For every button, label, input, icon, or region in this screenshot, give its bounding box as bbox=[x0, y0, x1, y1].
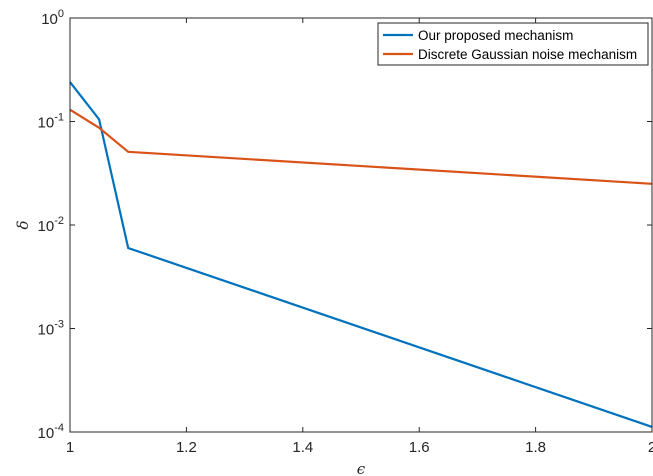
legend-label-1: Our proposed mechanism bbox=[418, 28, 573, 43]
y-tick-base: 10 bbox=[38, 115, 55, 132]
y-tick-exponent: -3 bbox=[54, 319, 64, 331]
y-tick-base: 10 bbox=[41, 11, 58, 28]
x-tick-label: 1.2 bbox=[176, 439, 197, 456]
series-line-2 bbox=[69, 108, 653, 185]
y-tick-exponent: -4 bbox=[54, 422, 64, 434]
x-axis-ticks: 1 1.2 1.4 1.6 1.8 2 bbox=[66, 18, 653, 456]
legend-label-2: Discrete Gaussian noise mechanism bbox=[418, 47, 637, 62]
y-tick-label: 100 bbox=[41, 8, 64, 28]
y-tick-exponent: -1 bbox=[54, 112, 64, 124]
plot-frame bbox=[69, 17, 653, 433]
series-layer bbox=[69, 81, 653, 428]
y-tick-exponent: 0 bbox=[58, 8, 64, 20]
y-tick-base: 10 bbox=[38, 322, 55, 339]
x-tick-label: 1.8 bbox=[525, 439, 546, 456]
y-tick-base: 10 bbox=[38, 425, 55, 442]
x-tick-label: 1.4 bbox=[292, 439, 313, 456]
x-tick-label: 2 bbox=[648, 439, 653, 456]
y-tick-exponent: -2 bbox=[54, 215, 64, 227]
x-axis-label: ϵ bbox=[357, 460, 366, 476]
y-tick-label: 10-1 bbox=[38, 112, 64, 132]
y-tick-base: 10 bbox=[38, 218, 55, 235]
x-tick-label: 1.6 bbox=[409, 439, 430, 456]
y-tick-label: 10-4 bbox=[38, 422, 64, 442]
y-axis-label: δ bbox=[14, 220, 32, 229]
y-tick-label: 10-2 bbox=[38, 215, 64, 235]
legend: Our proposed mechanism Discrete Gaussian … bbox=[377, 22, 649, 66]
y-tick-label: 10-3 bbox=[38, 319, 64, 339]
series-line-1 bbox=[69, 81, 653, 428]
legend-box bbox=[377, 22, 649, 66]
x-tick-label: 1 bbox=[66, 439, 74, 456]
